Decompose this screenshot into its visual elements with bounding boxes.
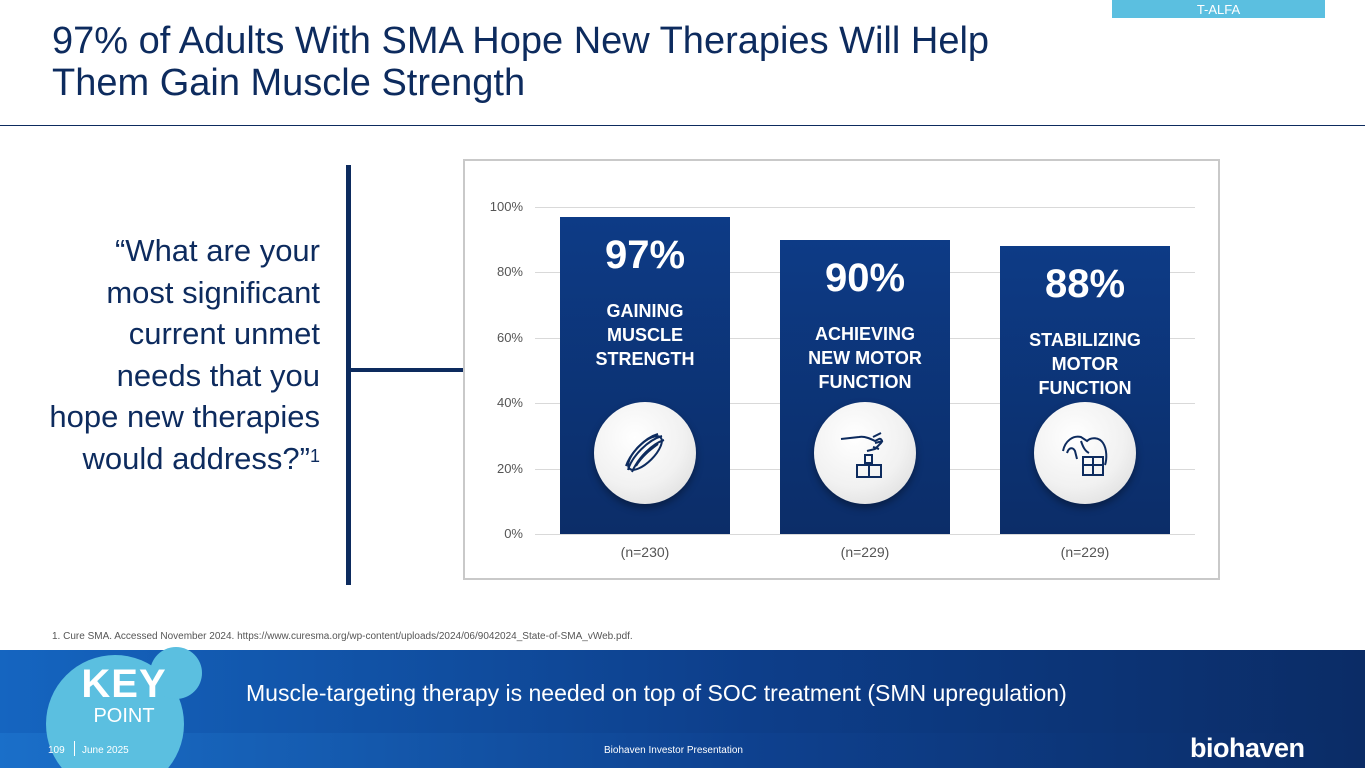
- footnote-ref: 1: [309, 445, 320, 466]
- gridline: [535, 534, 1195, 535]
- page-title-line1: 97% of Adults With SMA Hope New Therapie…: [52, 20, 990, 62]
- page-number: 109: [48, 745, 65, 756]
- footer-separator: [74, 741, 75, 756]
- footer-presentation-title: Biohaven Investor Presentation: [604, 745, 743, 756]
- bar-category-label: STABILIZING MOTOR FUNCTION: [1029, 330, 1141, 399]
- title-divider: [0, 125, 1365, 126]
- hand-grasping-block-icon: [1034, 402, 1136, 504]
- muscle-icon: [594, 402, 696, 504]
- gridline: [535, 207, 1195, 208]
- hand-placing-blocks-icon: [814, 402, 916, 504]
- bar-category-label: ACHIEVING NEW MOTOR FUNCTION: [808, 323, 922, 392]
- bracket-connector-line: [351, 368, 463, 372]
- y-tick-label: 60%: [496, 329, 523, 345]
- bracket-vertical-line: [346, 165, 351, 585]
- key-point-point-label: POINT: [93, 705, 155, 727]
- key-point-badge-bubble: [150, 647, 202, 699]
- y-tick-label: 100%: [489, 199, 523, 214]
- bar-chart: 0% 20% 40% 60% 80% 100% 97% GAINING MUSCLE STRENG…: [463, 159, 1220, 580]
- x-tick-label: (n=230): [620, 544, 670, 560]
- biohaven-logo: biohaven: [1190, 733, 1305, 763]
- bar-category-label: GAINING MUSCLE STRENGTH: [595, 300, 695, 369]
- page-title: 97% of Adults With SMA Hope New Therapie…: [52, 20, 1102, 104]
- x-tick-label: (n=229): [840, 544, 890, 560]
- bar-value-label: 88%: [1044, 262, 1126, 307]
- y-tick-label: 20%: [496, 460, 523, 476]
- section-tag: T-ALFA: [1112, 0, 1325, 18]
- y-tick-label: 40%: [496, 395, 523, 411]
- survey-question: “What are your most significant current …: [40, 230, 320, 479]
- footer-band: [0, 733, 1365, 768]
- y-tick-label: 80%: [496, 264, 523, 280]
- key-point-message: Muscle-targeting therapy is needed on to…: [246, 680, 1067, 706]
- page-title-line2: Them Gain Muscle Strength: [52, 62, 526, 104]
- key-point-key-label: KEY: [81, 662, 167, 706]
- footer-date: June 2025: [82, 745, 129, 756]
- x-tick-label: (n=229): [1060, 544, 1110, 560]
- footnote: 1. Cure SMA. Accessed November 2024. htt…: [52, 631, 633, 642]
- bar-value-label: 90%: [824, 255, 906, 300]
- survey-question-text: “What are your most significant current …: [49, 233, 320, 476]
- bar-value-label: 97%: [604, 232, 686, 277]
- y-tick-label: 0%: [504, 526, 523, 541]
